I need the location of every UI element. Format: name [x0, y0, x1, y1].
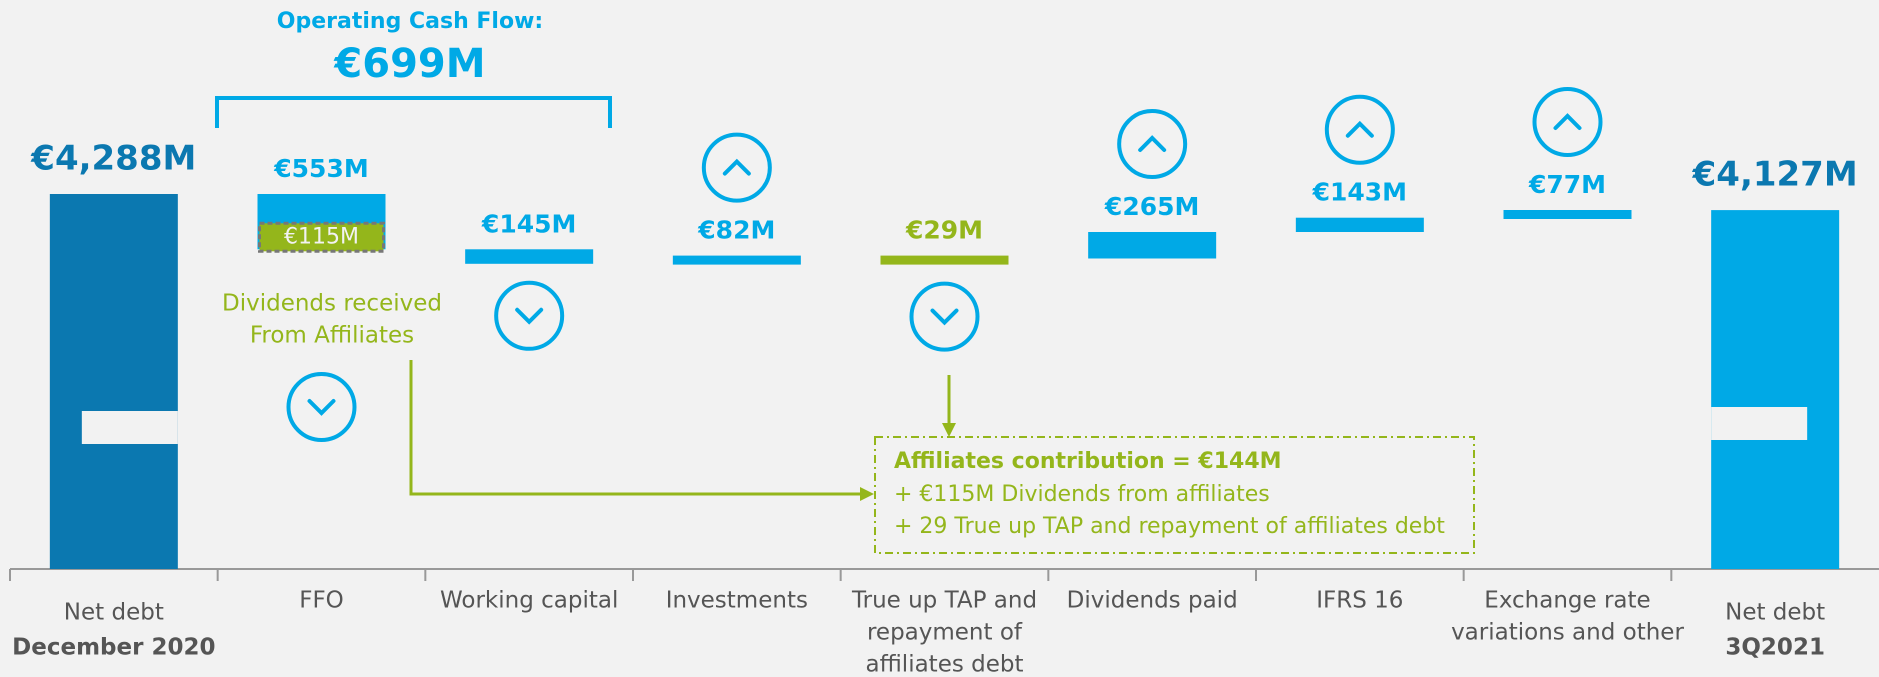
- chevron: [722, 158, 751, 176]
- connector-arrow: [409, 360, 862, 496]
- bar: [672, 255, 801, 265]
- total-bar: [1711, 210, 1840, 569]
- bar: [1088, 232, 1217, 259]
- ocf-bracket: [215, 96, 612, 128]
- category-label: Working capital: [440, 588, 618, 614]
- value-label: €82M: [697, 216, 775, 245]
- chevron: [307, 399, 336, 416]
- contribution-box: [874, 436, 1475, 554]
- direction-icon: [1532, 87, 1603, 157]
- arrow-head: [942, 423, 956, 437]
- bar: [465, 249, 594, 264]
- direction-icon: [494, 280, 565, 351]
- ocf-value: €699M: [333, 41, 485, 87]
- total-bar: [49, 194, 178, 569]
- category-label: Net debt: [1725, 600, 1825, 626]
- category-label: Exchange rate: [1484, 588, 1650, 614]
- dividends-segment: [258, 221, 385, 253]
- value-label: €4,288M: [30, 139, 196, 179]
- direction-icon: [286, 372, 357, 442]
- category-label: repayment of: [867, 620, 1023, 646]
- direction-icon: [1117, 109, 1188, 179]
- chevron: [930, 308, 959, 326]
- value-label: €77M: [1528, 170, 1606, 199]
- value-label: €265M: [1104, 192, 1199, 221]
- chevron: [515, 307, 544, 325]
- chevron: [1553, 113, 1582, 130]
- bar: [880, 255, 1009, 265]
- direction-icon: [1324, 94, 1395, 165]
- dividends-text: Dividends received: [222, 291, 442, 317]
- axis-break: [81, 411, 178, 444]
- value-label: €553M: [273, 154, 368, 183]
- value-label: €145M: [481, 209, 576, 238]
- category-label: True up TAP and: [851, 588, 1037, 614]
- contribution-line: + 29 True up TAP and repayment of affili…: [894, 514, 1445, 539]
- bar: [1503, 210, 1632, 219]
- category-label: FFO: [299, 588, 344, 614]
- category-label: IFRS 16: [1316, 588, 1403, 614]
- direction-icon: [701, 132, 772, 203]
- value-label: €4,127M: [1692, 155, 1858, 195]
- contribution-line: + €115M Dividends from affiliates: [894, 482, 1270, 507]
- arrow-head: [860, 487, 874, 501]
- direction-icon: [909, 281, 980, 352]
- category-label: Dividends paid: [1067, 588, 1238, 614]
- category-label: December 2020: [12, 635, 215, 661]
- category-label: 3Q2021: [1725, 635, 1825, 661]
- contribution-title: Affiliates contribution = €144M: [894, 449, 1282, 474]
- value-label: €143M: [1312, 178, 1407, 207]
- dividends-text: From Affiliates: [250, 323, 414, 349]
- category-label: Investments: [666, 588, 808, 614]
- value-label: €29M: [905, 216, 983, 245]
- ocf-label: Operating Cash Flow:: [277, 9, 543, 34]
- category-label: Net debt: [64, 600, 164, 626]
- chevron: [1345, 120, 1374, 138]
- category-label: affiliates debt: [865, 652, 1023, 677]
- segment-label: €115M: [284, 224, 359, 249]
- bar: [1295, 217, 1424, 232]
- category-label: variations and other: [1451, 620, 1684, 646]
- axis-break: [1711, 407, 1808, 440]
- chevron: [1138, 135, 1167, 152]
